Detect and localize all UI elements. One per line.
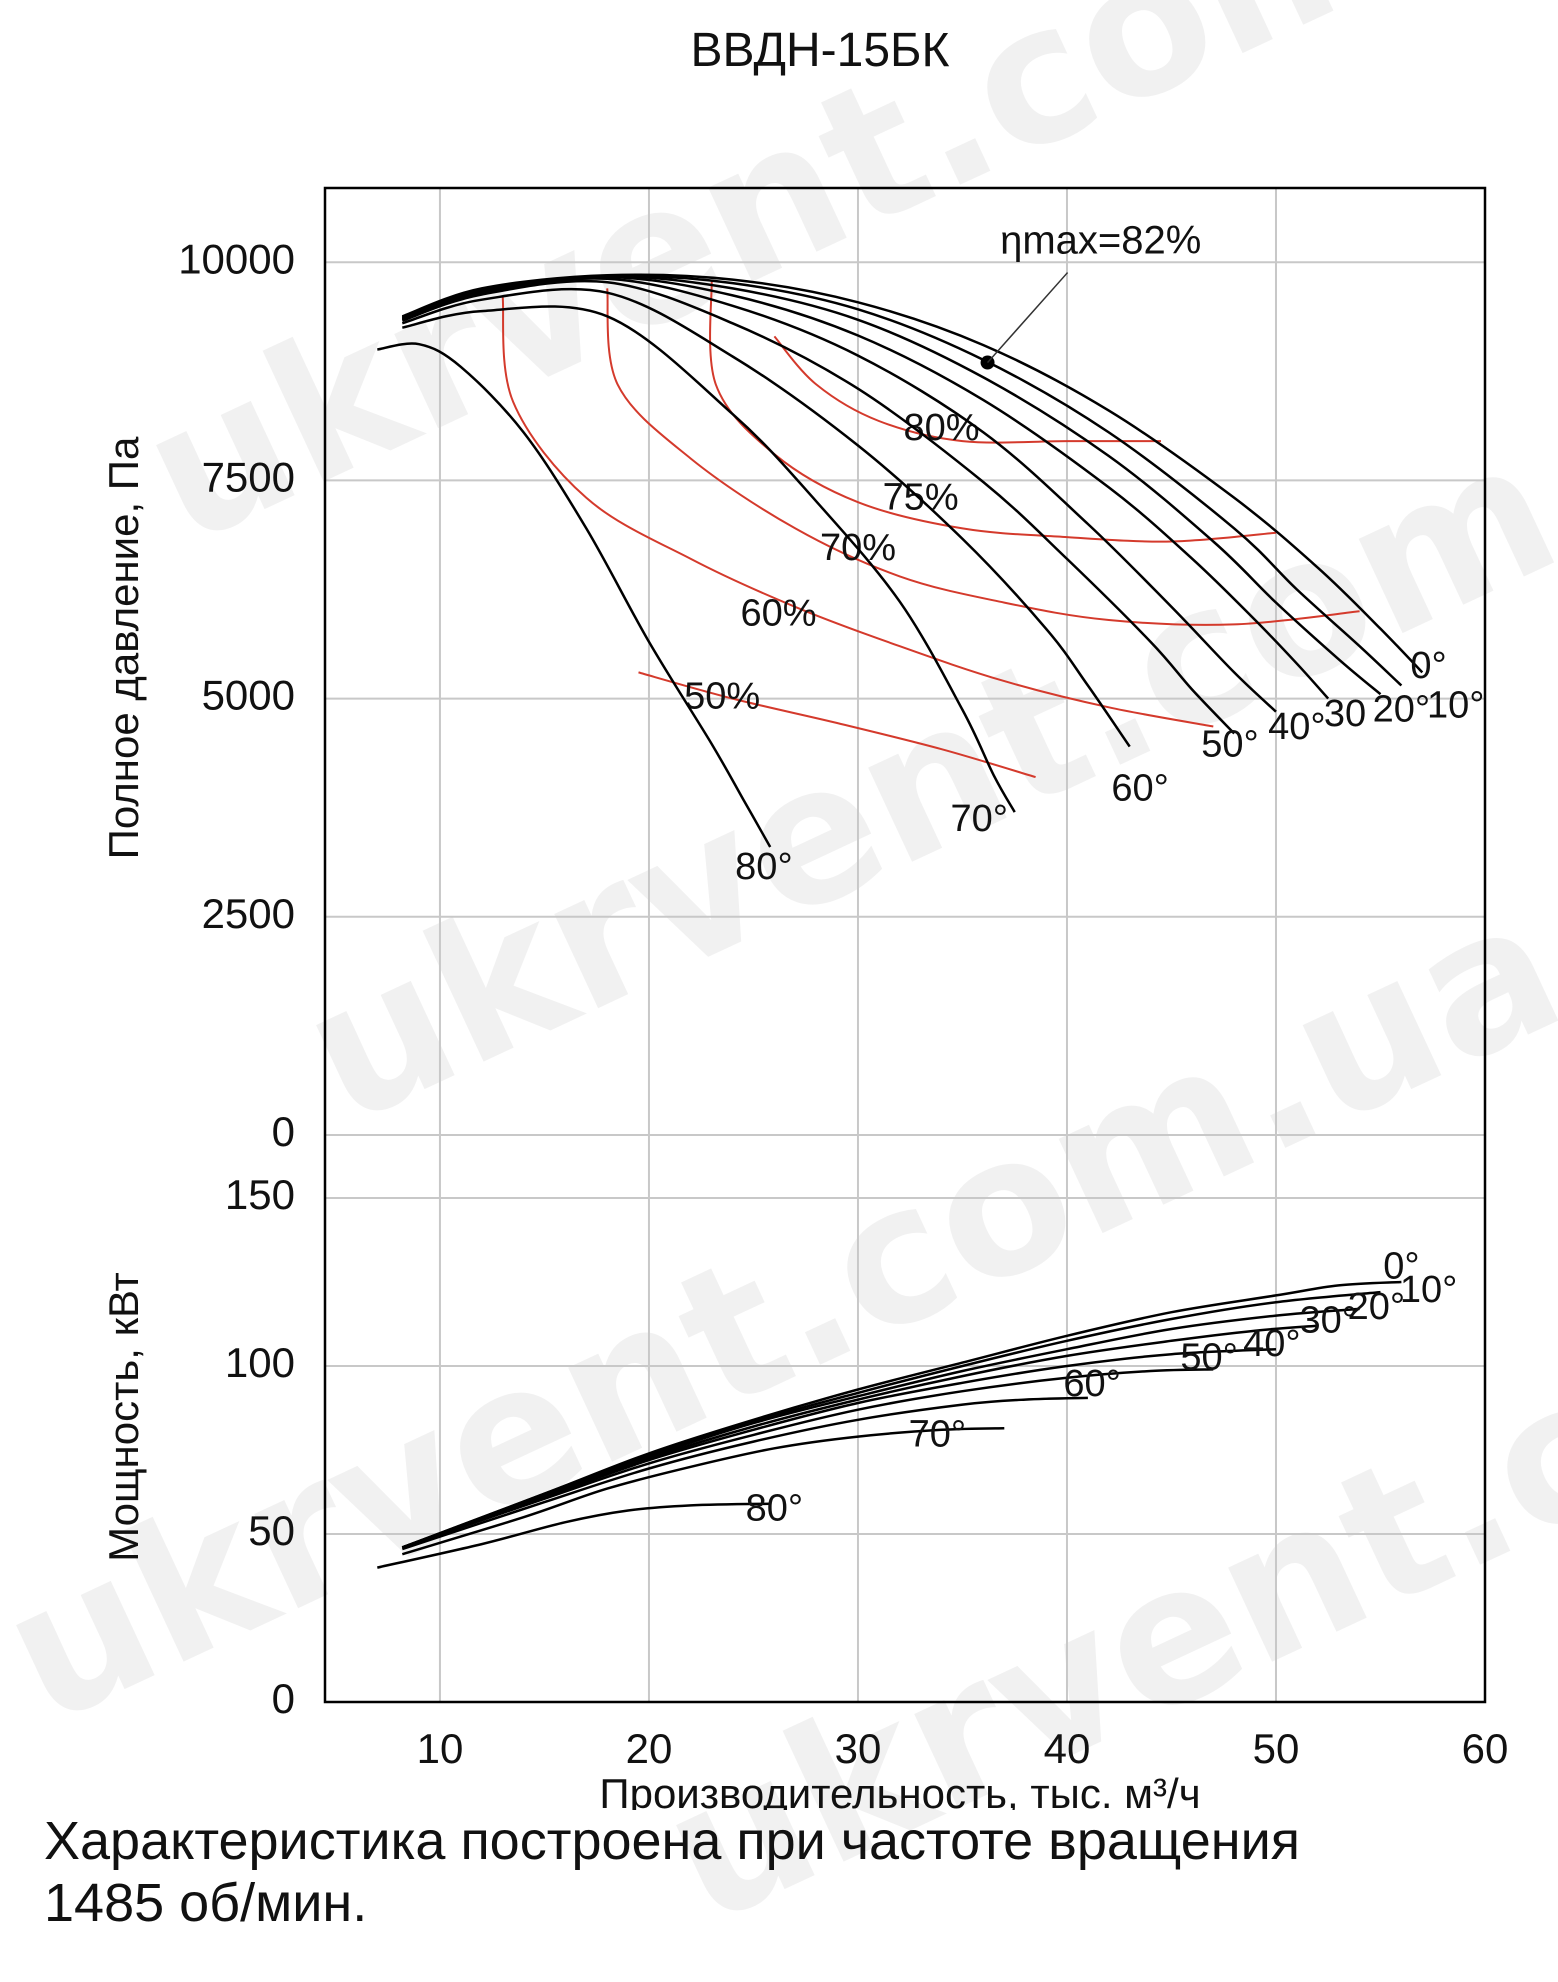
x-tick-label: 40 [1044,1725,1091,1772]
x-axis-label: Производительность, тыс. м³/ч [599,1770,1200,1810]
pressure-curve [402,306,1014,812]
pressure-curve [402,281,1234,733]
eta-max-leader [988,273,1068,363]
power-curve-label: 50° [1180,1336,1237,1378]
x-tick-label: 60 [1462,1725,1509,1772]
pressure-tick-label: 5000 [202,672,295,719]
pressure-tick-label: 10000 [178,235,295,282]
power-tick-label: 0 [272,1675,295,1722]
power-curve-label: 40° [1243,1323,1300,1365]
power-curve [402,1349,1276,1547]
pressure-tick-label: 7500 [202,453,295,500]
pressure-curve-label: 70° [950,798,1007,840]
efficiency-label: 75% [883,477,959,519]
power-curve-label: 10° [1400,1269,1457,1311]
plot-area: 10 20 30 40 50 60 0 2500 5000 7500 10000 0 50 100 150 8… [178,188,1508,1772]
power-curve-label: 80° [746,1488,803,1530]
power-curve-label: 70° [909,1414,966,1456]
x-tick-label: 30 [835,1725,882,1772]
pressure-curve [402,289,1129,747]
power-tick-label: 150 [225,1171,295,1218]
eta-max-label: ηmax=82% [1000,219,1201,263]
x-tick-label: 50 [1253,1725,1300,1772]
power-tick-label: 50 [248,1507,295,1554]
x-tick-label: 10 [417,1725,464,1772]
pressure-tick-label: 2500 [202,890,295,937]
fan-performance-chart: ВВДН-15БК Полное давление, Па Мощность, … [0,0,1558,1810]
y-axis-label-power: Мощность, кВт [100,1272,147,1562]
pressure-curve-label: 50° [1201,724,1258,766]
pressure-curve-label: 60° [1111,767,1168,809]
pressure-tick-label: 0 [272,1108,295,1155]
pressure-curve [377,344,770,847]
x-tick-label: 20 [626,1725,673,1772]
power-tick-label: 100 [225,1339,295,1386]
pressure-curve-label: 10° [1427,684,1484,726]
rotation-speed-note: Характеристика построена при частоте вра… [44,1810,1300,1934]
pressure-curve-label: 40° [1268,706,1325,748]
pressure-curve-label: 80° [735,846,792,888]
power-curve-label: 30° [1300,1299,1357,1341]
pressure-curve [402,275,1422,673]
efficiency-label: 60% [741,593,817,635]
pressure-curve [402,277,1328,699]
pressure-curve-label: 20° [1373,689,1430,731]
note-line-2: 1485 об/мин. [44,1872,1300,1934]
power-curve-label: 60° [1063,1363,1120,1405]
y-axis-label-pressure: Полное давление, Па [100,436,147,859]
efficiency-label: 50% [684,676,760,718]
efficiency-curve [710,280,1276,542]
pressure-curve-label: 30 [1324,693,1366,735]
note-line-1: Характеристика построена при частоте вра… [44,1810,1300,1872]
pressure-curve-label: 0° [1410,645,1446,687]
chart-title: ВВДН-15БК [691,24,950,77]
